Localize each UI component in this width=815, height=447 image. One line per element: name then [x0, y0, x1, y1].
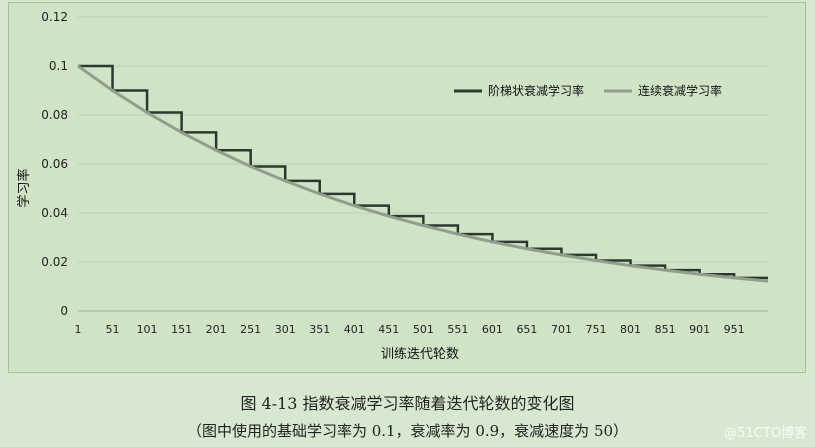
x-tick-label-15: 751 [586, 323, 607, 336]
watermark: @51CTO博客 [724, 426, 807, 441]
figure-subcaption: （图中使用的基础学习率为 0.1，衰减率为 0.9，衰减速度为 50） [186, 422, 629, 440]
x-tick-label-14: 701 [551, 323, 572, 336]
x-tick-label-19: 951 [724, 323, 745, 336]
x-tick-label-7: 351 [309, 323, 330, 336]
series-line-staircase [78, 64, 768, 280]
x-tick-label-16: 801 [620, 323, 641, 336]
x-axis-title: 训练迭代轮数 [381, 347, 459, 362]
legend-label-smooth: 连续衰减学习率 [638, 83, 722, 98]
x-tick-label-4: 201 [206, 323, 227, 336]
x-tick-label-1: 51 [106, 323, 120, 336]
legend-label-staircase: 阶梯状衰减学习率 [488, 83, 584, 98]
y-axis-title: 学习率 [16, 168, 32, 207]
series-line-smooth [77, 64, 769, 283]
y-tick-label-5: 0.1 [49, 59, 68, 73]
figure-caption: 图 4-13 指数衰减学习率随着迭代轮数的变化图 [240, 394, 575, 413]
x-tick-label-5: 251 [240, 323, 261, 336]
x-tick-label-0: 1 [75, 323, 82, 336]
x-tick-label-2: 101 [137, 323, 158, 336]
x-tick-label-10: 501 [413, 323, 434, 336]
learning-rate-chart: 00.020.040.060.080.10.121 51 101 151 201 251 3… [16, 10, 769, 362]
y-tick-label-2: 0.04 [41, 206, 68, 220]
x-tick-label-18: 901 [689, 323, 710, 336]
y-tick-label-4: 0.08 [41, 108, 68, 122]
y-tick-label-6: 0.12 [41, 10, 68, 24]
series-lines [77, 64, 769, 283]
tick-labels: 00.020.040.060.080.10.121 51 101 151 201 251 3… [41, 10, 744, 336]
x-tick-label-11: 551 [447, 323, 468, 336]
x-tick-label-17: 851 [655, 323, 676, 336]
x-tick-label-12: 601 [482, 323, 503, 336]
y-tick-label-0: 0 [60, 304, 68, 318]
y-tick-label-1: 0.02 [41, 255, 68, 269]
x-tick-label-3: 151 [171, 323, 192, 336]
legend: 阶梯状衰减学习率 连续衰减学习率 [454, 83, 722, 98]
x-tick-label-13: 651 [516, 323, 537, 336]
x-tick-label-8: 401 [344, 323, 365, 336]
x-tick-label-9: 451 [378, 323, 399, 336]
x-tick-label-6: 301 [275, 323, 296, 336]
y-tick-label-3: 0.06 [41, 157, 68, 171]
